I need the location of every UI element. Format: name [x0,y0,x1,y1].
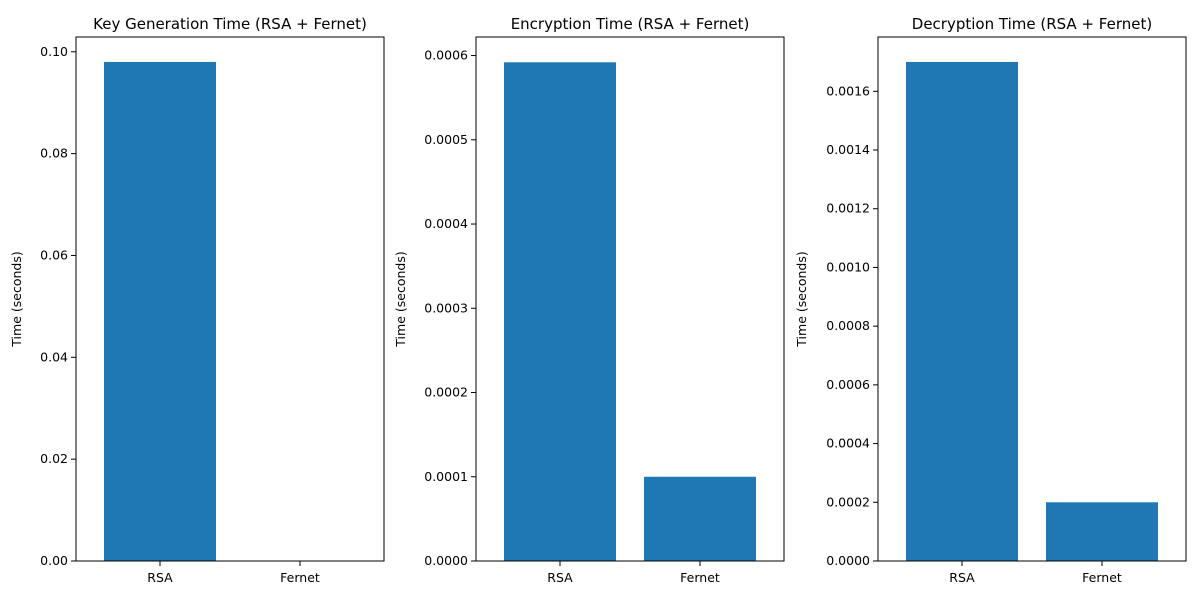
y-tick-label: 0.0000 [424,553,468,568]
y-tick-label: 0.0016 [826,83,870,98]
bar-rsa [504,62,616,561]
bar-rsa [906,61,1018,561]
chart-3: 0.0000 0.0002 0.0004 0.0006 0.0008 0.0010 0.00… [794,15,1187,585]
y-tick-label: 0.0001 [424,469,468,484]
y-tick-label: 0.0005 [424,132,468,147]
bar-fernet [644,476,756,561]
x-tick-label: Fernet [1082,570,1122,585]
y-tick-label: 0.0010 [826,259,870,274]
chart-title: Decryption Time (RSA + Fernet) [912,15,1152,33]
x-tick-label: RSA [949,570,975,585]
y-tick-label: 0.0004 [826,436,870,451]
y-tick-label: 0.08 [40,146,68,161]
y-tick-label: 0.0003 [424,300,468,315]
y-tick-label: 0.04 [40,349,68,364]
chart-2: 0.0000 0.0001 0.0002 0.0003 0.0004 0.0005 0.00… [393,15,785,585]
y-tick-label: 0.02 [40,451,68,466]
y-tick-label: 0.0012 [826,201,870,216]
axes-frame [475,36,785,562]
bar-fernet [1046,502,1158,561]
y-tick-label: 0.10 [40,44,68,59]
y-tick-label: 0.06 [40,247,68,262]
y-tick-label: 0.0014 [826,142,870,157]
x-tick-label: RSA [547,570,573,585]
chart-1: 0.00 0.02 0.04 0.06 0.08 0.10 RSA Fernet Key Gen… [9,15,385,585]
bar-rsa [104,61,216,561]
x-tick-label: RSA [147,570,173,585]
y-axis-label: Time (seconds) [794,251,809,347]
y-axis-label: Time (seconds) [393,251,408,347]
x-tick-label: Fernet [680,570,720,585]
y-tick-label: 0.0006 [826,377,870,392]
y-axis-label: Time (seconds) [9,251,24,347]
x-tick-label: Fernet [280,570,320,585]
y-tick-label: 0.0002 [826,494,870,509]
chart-title: Encryption Time (RSA + Fernet) [511,15,750,33]
chart-title: Key Generation Time (RSA + Fernet) [93,15,367,33]
y-tick-label: 0.0008 [826,318,870,333]
y-tick-label: 0.0004 [424,216,468,231]
y-tick-label: 0.0006 [424,48,468,63]
axes-frame [75,36,385,562]
y-tick-label: 0.00 [40,553,68,568]
axes-frame [877,36,1187,562]
y-tick-label: 0.0000 [826,553,870,568]
y-tick-label: 0.0002 [424,385,468,400]
